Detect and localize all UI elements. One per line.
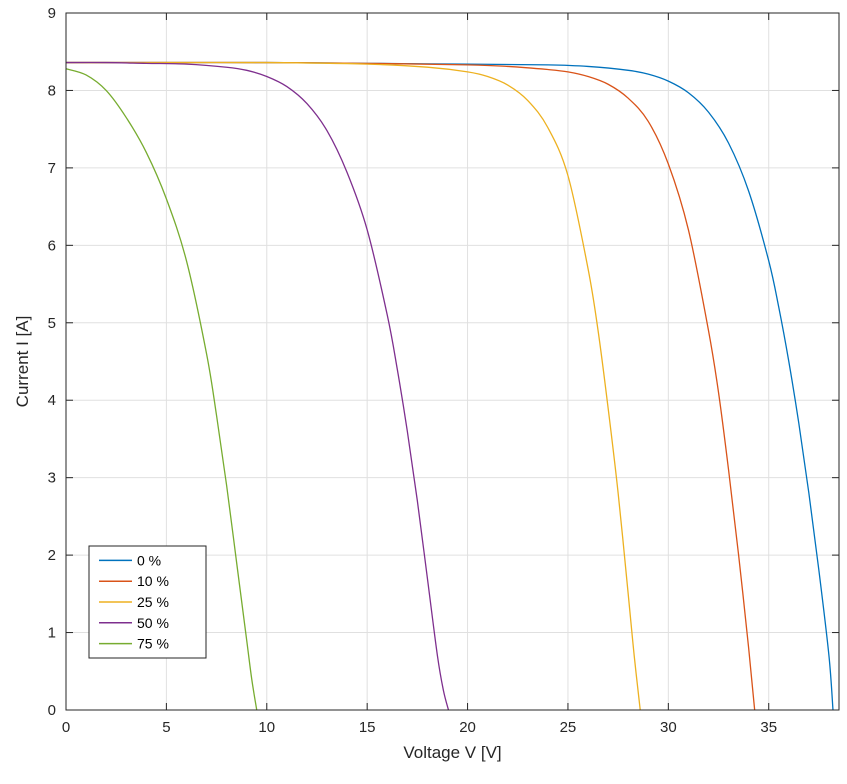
y-tick-label: 2 bbox=[48, 547, 56, 564]
y-tick-label: 3 bbox=[48, 470, 56, 487]
axes-box bbox=[65, 12, 840, 711]
series-line bbox=[65, 61, 450, 711]
x-tick-label: 0 bbox=[62, 719, 70, 736]
legend: 0 % 10 % 25 % 50 % 75 % bbox=[88, 545, 207, 659]
y-tick-label: 5 bbox=[48, 315, 56, 332]
series-line bbox=[65, 68, 258, 711]
y-tick-label: 4 bbox=[48, 392, 56, 409]
y-tick-label: 6 bbox=[48, 237, 56, 254]
y-tick-label: 9 bbox=[48, 5, 56, 22]
grid-lines bbox=[65, 12, 839, 711]
series-line bbox=[66, 61, 641, 711]
y-tick-label: 8 bbox=[48, 82, 56, 99]
y-tick-label: 0 bbox=[48, 702, 56, 719]
axis-ticks: 0 5 10 15 20 25 30 35 0 1 2 3 4 5 6 7 8 9 bbox=[48, 5, 839, 736]
legend-entry: 75 % bbox=[137, 636, 169, 652]
x-axis-label: Voltage V [V] bbox=[403, 743, 501, 762]
x-tick-label: 10 bbox=[258, 719, 275, 736]
legend-entry: 25 % bbox=[137, 594, 169, 610]
x-tick-label: 30 bbox=[660, 719, 677, 736]
x-tick-label: 15 bbox=[359, 719, 376, 736]
legend-entry: 10 % bbox=[137, 573, 169, 589]
x-tick-label: 35 bbox=[760, 719, 777, 736]
x-tick-label: 25 bbox=[560, 719, 577, 736]
y-tick-label: 7 bbox=[48, 160, 56, 177]
y-tick-label: 1 bbox=[48, 625, 56, 642]
series-group bbox=[65, 61, 834, 711]
legend-entry: 0 % bbox=[137, 552, 161, 568]
legend-entry: 50 % bbox=[137, 615, 169, 631]
x-tick-label: 5 bbox=[162, 719, 170, 736]
y-axis-label: Current I [A] bbox=[13, 316, 32, 408]
x-tick-label: 20 bbox=[459, 719, 476, 736]
